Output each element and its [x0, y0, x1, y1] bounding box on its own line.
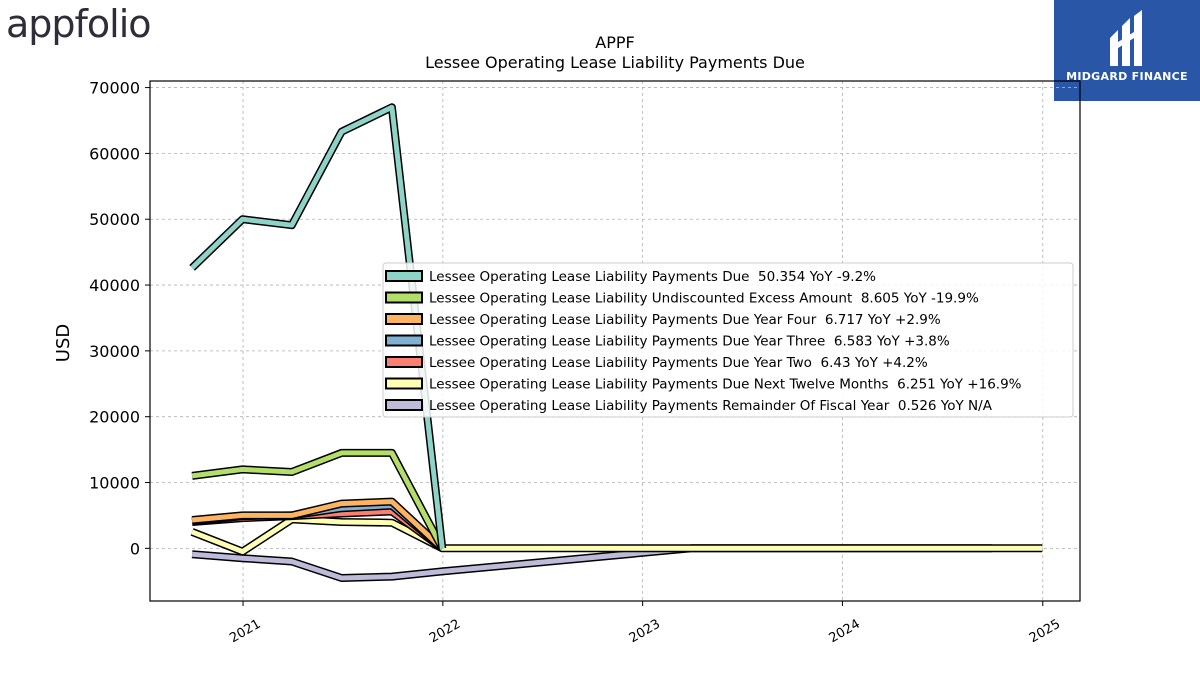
series-line [191, 516, 1043, 555]
legend-label: Lessee Operating Lease Liability Undisco… [429, 291, 979, 307]
x-tick-label: 2025 [1027, 617, 1063, 647]
legend-label: Lessee Operating Lease Liability Payment… [429, 269, 876, 285]
series-lines [189, 103, 1043, 582]
y-tick-label: 60000 [89, 144, 140, 163]
midgard-mark-icon [1110, 10, 1142, 66]
legend-label: Lessee Operating Lease Liability Payment… [429, 377, 1022, 393]
series-line-outline [191, 448, 446, 551]
series-line [191, 545, 992, 581]
series-line [191, 499, 444, 551]
x-tick-label: 2023 [627, 617, 663, 647]
midgard-finance-logo: MIDGARD FINANCE [1054, 0, 1200, 101]
y-tick-label: 0 [130, 539, 140, 558]
legend-label: Lessee Operating Lease Liability Payment… [429, 334, 950, 350]
legend-label: Lessee Operating Lease Liability Payment… [429, 398, 993, 414]
chart-title: APPF [595, 33, 634, 52]
legend-box [382, 262, 1074, 418]
legend-swatch [385, 377, 423, 390]
legend-swatch [385, 313, 423, 325]
legend-swatch [385, 399, 423, 411]
plot-frame [149, 80, 1081, 602]
y-tick-label: 50000 [89, 210, 140, 229]
x-tick-label: 2022 [427, 617, 463, 647]
series-line [191, 450, 445, 550]
y-tick-label: 40000 [89, 276, 140, 295]
legend-swatch [385, 270, 423, 282]
legend-label: Lessee Operating Lease Liability Payment… [429, 312, 941, 328]
legend-swatch [385, 291, 423, 304]
x-tick-label: 2021 [227, 617, 263, 647]
legend: Lessee Operating Lease Liability Payment… [382, 262, 1074, 418]
midgard-finance-wordmark: MIDGARD FINANCE [1066, 70, 1188, 83]
legend-label: Lessee Operating Lease Liability Payment… [429, 355, 928, 371]
series-line [190, 104, 445, 549]
legend-swatch [385, 334, 423, 347]
chart-subtitle: Lessee Operating Lease Liability Payment… [425, 53, 805, 72]
y-tick-label: 10000 [89, 474, 140, 493]
y-tick-label: 30000 [89, 342, 140, 361]
x-tick-label: 2024 [827, 617, 863, 647]
series-line-outline [191, 544, 992, 582]
y-tick-label: 70000 [89, 79, 140, 98]
legend-swatch [385, 356, 423, 368]
appfolio-logo: appfolio [6, 2, 152, 46]
y-axis-label: USD [53, 324, 74, 362]
y-tick-label: 20000 [89, 408, 140, 427]
